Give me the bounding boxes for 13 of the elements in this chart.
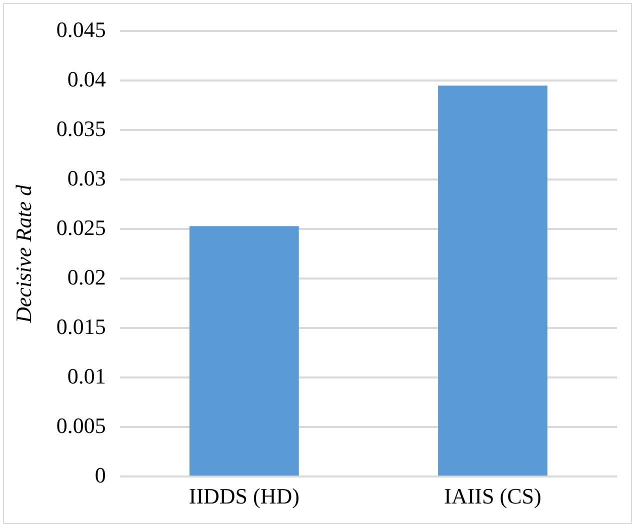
y-tick-label: 0 (94, 462, 106, 488)
y-tick-label: 0.025 (56, 214, 106, 240)
y-tick-label: 0.015 (56, 314, 106, 339)
y-tick-label: 0.035 (56, 116, 106, 141)
y-tick-label: 0.03 (67, 165, 106, 190)
y-tick-label: 0.045 (56, 16, 106, 42)
x-tick-label: IAIIS (CS) (444, 484, 542, 509)
y-tick-label: 0.02 (67, 264, 106, 290)
y-tick-label: 0.04 (67, 66, 106, 92)
y-tick-label: 0.01 (67, 363, 106, 388)
y-axis-title: Decisive Rate d (10, 184, 36, 324)
y-tick-label: 0.005 (56, 412, 106, 438)
x-tick-label: IIDDS (HD) (188, 484, 300, 509)
